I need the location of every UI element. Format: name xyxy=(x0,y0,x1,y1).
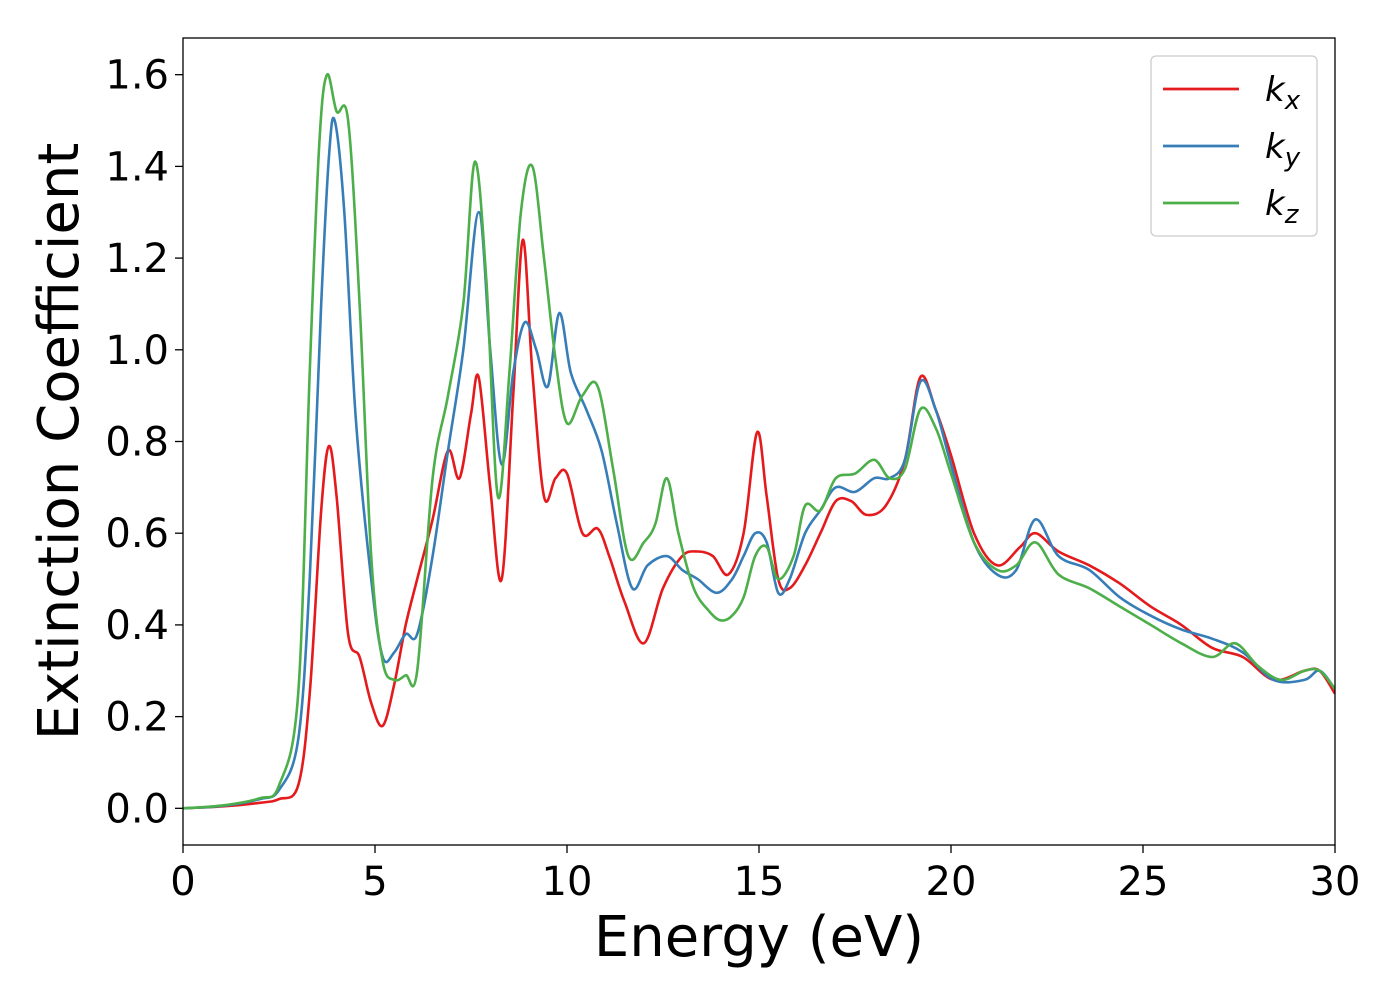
y-tick-label: 0.8 xyxy=(105,420,169,466)
legend-label-z: kz xyxy=(1265,184,1300,230)
y-tick-label: 1.0 xyxy=(105,328,169,374)
series-line-y xyxy=(183,116,1335,810)
legend-label-main: k xyxy=(1265,184,1286,224)
x-tick-label: 0 xyxy=(170,859,195,905)
legend-label-sub: z xyxy=(1284,200,1300,230)
x-tick-label: 10 xyxy=(542,859,593,905)
x-tick-label: 25 xyxy=(1118,859,1169,905)
x-axis-title: Energy (eV) xyxy=(594,905,924,970)
legend-label-main: k xyxy=(1265,127,1286,167)
legend-label-y: ky xyxy=(1265,127,1301,173)
y-tick-label: 1.4 xyxy=(105,144,169,190)
legend-label-sub: x xyxy=(1284,86,1301,116)
y-tick-label: 1.6 xyxy=(105,53,169,99)
x-tick-label: 15 xyxy=(734,859,785,905)
x-tick-label: 30 xyxy=(1310,859,1361,905)
y-tick-label: 0.2 xyxy=(105,695,169,741)
x-tick-label: 20 xyxy=(926,859,977,905)
y-tick-label: 0.0 xyxy=(105,786,169,832)
legend-label-x: kx xyxy=(1265,70,1301,116)
x-axis-ticks: 0 5 10 15 20 25 30 xyxy=(170,845,1360,905)
series-line-x xyxy=(183,238,1335,810)
y-tick-label: 1.2 xyxy=(105,236,169,282)
y-tick-label: 0.6 xyxy=(105,511,169,557)
legend-label-sub: y xyxy=(1284,143,1301,173)
x-tick-label: 5 xyxy=(362,859,387,905)
y-tick-label: 0.4 xyxy=(105,603,169,649)
y-axis-ticks: 0.0 0.2 0.4 0.6 0.8 1.0 1.2 1.4 1.6 xyxy=(105,53,183,832)
series-line-z xyxy=(183,73,1335,810)
legend-label-main: k xyxy=(1265,70,1286,110)
y-axis-title: Extinction Coefficient xyxy=(27,143,92,741)
series-layer xyxy=(183,73,1335,810)
